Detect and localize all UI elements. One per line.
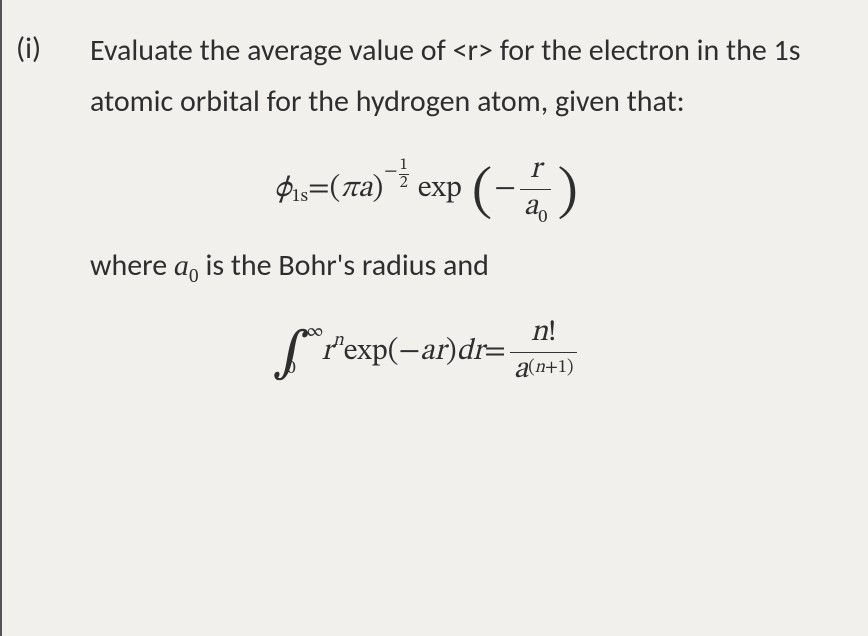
rparen: ) — [372, 170, 383, 208]
prompt-line1: Evaluate the average value of <r> for th… — [90, 28, 838, 75]
argL: ( — [388, 333, 399, 371]
rhs-bot-exp: (n+1) — [528, 359, 573, 377]
equation-2: ∫ ∞ 0 r n exp ( − a r ) dr = n! a(n+1) — [16, 318, 838, 386]
integral: ∫ ∞ 0 — [273, 327, 310, 377]
frac-r-over-a0: r a0 — [520, 155, 552, 223]
integral-lower: 0 — [287, 358, 296, 381]
rhs-top-n: n — [531, 318, 548, 348]
exp-word: exp — [418, 170, 462, 208]
integral-upper: ∞ — [306, 321, 323, 344]
where-sub0: 0 — [189, 266, 199, 287]
where-pre: where — [90, 247, 174, 284]
equation-2-content: ∫ ∞ 0 r n exp ( − a r ) dr = n! a(n+1) — [273, 318, 582, 386]
equals: = — [308, 170, 330, 208]
where-post: is the Bohr's radius and — [199, 247, 489, 284]
frac-bot-a: a — [524, 192, 538, 222]
dr: dr — [457, 333, 485, 371]
equals2: = — [484, 333, 506, 371]
exp-neg: − — [384, 161, 397, 184]
neg2: − — [399, 333, 421, 371]
a-var2: a — [420, 333, 434, 371]
rhs-bot-a: a — [514, 355, 528, 385]
arg-neg: − — [494, 170, 516, 208]
exp-half-bot: 2 — [399, 175, 409, 192]
page: (i) Evaluate the average value of <r> fo… — [0, 0, 868, 636]
rhs-bot-exp-one: 1 — [558, 359, 567, 377]
rhs-bot-exp-close: ) — [567, 359, 573, 377]
exp-onehalf: 1 2 — [399, 157, 409, 191]
argR: ) — [446, 333, 457, 371]
equation-1: ϕ 1s = ( π a ) − 1 2 exp ( − r a0 — [16, 155, 838, 223]
r-sup-n: n — [333, 330, 344, 353]
where-line: where a0 is the Bohr's radius and — [16, 247, 838, 284]
pi: π — [340, 170, 358, 208]
big-lparen: ( — [472, 171, 492, 217]
phi-symbol: ϕ — [274, 170, 291, 208]
a-var: a — [358, 170, 372, 208]
rhs-frac: n! a(n+1) — [510, 318, 578, 386]
lparen: ( — [330, 170, 341, 208]
big-rparen: ) — [557, 171, 577, 217]
exp-half-top: 1 — [399, 157, 409, 174]
item-label: (i) — [16, 28, 90, 67]
rhs-bot: a(n+1) — [510, 353, 578, 387]
frac-bot-0: 0 — [538, 209, 547, 227]
rhs-bot-exp-n: n — [535, 359, 545, 377]
exp-word2: exp — [344, 333, 388, 371]
frac-bot-a0: a0 — [520, 190, 552, 224]
rhs-top: n! — [527, 318, 561, 352]
prompt-line2: atomic orbital for the hydrogen atom, gi… — [90, 79, 838, 126]
rhs-top-excl: ! — [548, 318, 557, 348]
phi-subscript: 1s — [291, 186, 308, 209]
rhs-bot-exp-plus: + — [545, 359, 558, 377]
where-a: a — [174, 249, 189, 282]
frac-top-r: r — [526, 155, 545, 189]
question-body: Evaluate the average value of <r> for th… — [90, 28, 838, 125]
question-row: (i) Evaluate the average value of <r> fo… — [16, 28, 838, 125]
r-var2: r — [435, 333, 446, 371]
equation-1-content: ϕ 1s = ( π a ) − 1 2 exp ( − r a0 — [274, 155, 580, 223]
